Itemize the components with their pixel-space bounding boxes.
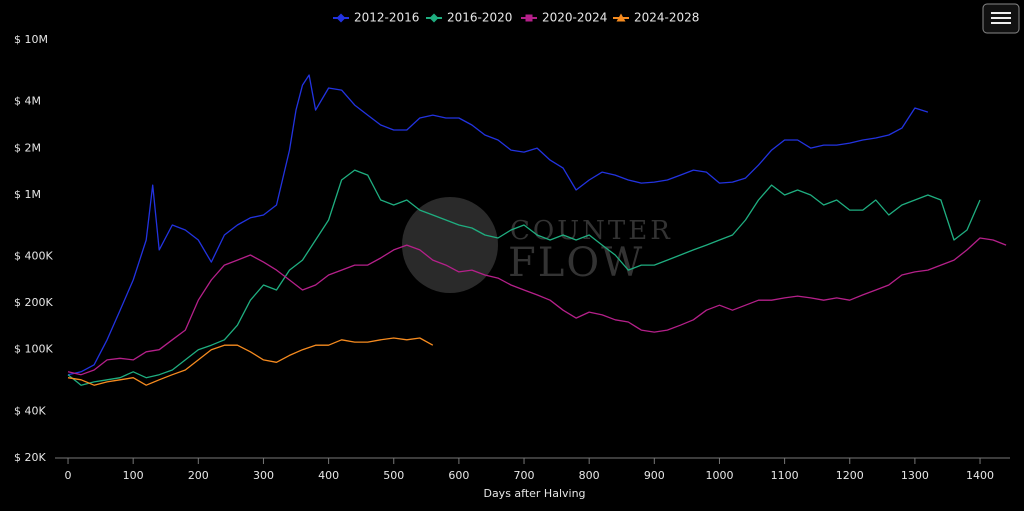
x-axis-title: Days after Halving: [483, 487, 585, 500]
y-tick-label: $ 400K: [14, 250, 53, 263]
legend-item[interactable]: 2012-2016: [333, 11, 419, 25]
y-tick-label: $ 2M: [14, 141, 41, 154]
legend-item[interactable]: 2024-2028: [613, 11, 699, 25]
x-tick-label: 1200: [836, 469, 864, 482]
watermark-text: FLOW: [508, 240, 644, 286]
legend-label: 2016-2020: [447, 11, 512, 25]
x-tick-label: 1100: [771, 469, 799, 482]
legend-symbol: [429, 13, 439, 23]
y-tick-label: $ 40K: [14, 404, 46, 417]
series-line: [67, 337, 434, 386]
x-tick-label: 0: [65, 469, 72, 482]
legend-item[interactable]: 2016-2020: [426, 11, 512, 25]
watermark-logo: [402, 197, 498, 293]
menu-bar: [991, 22, 1011, 24]
legend-label: 2024-2028: [634, 11, 699, 25]
y-tick-label: $ 100K: [14, 343, 53, 356]
x-tick-label: 300: [253, 469, 274, 482]
x-tick-label: 200: [188, 469, 209, 482]
legend-symbol: [336, 13, 346, 23]
x-tick-label: 700: [514, 469, 535, 482]
x-tick-label: 900: [644, 469, 665, 482]
y-tick-label: $ 200K: [14, 296, 53, 309]
x-tick-label: 1000: [705, 469, 733, 482]
y-tick-label: $ 10M: [14, 33, 48, 46]
y-tick-label: $ 4M: [14, 95, 41, 108]
menu-bar: [991, 12, 1011, 14]
x-tick-label: 800: [579, 469, 600, 482]
series-line: [67, 74, 929, 376]
legend-label: 2012-2016: [354, 11, 419, 25]
y-tick-label: $ 20K: [14, 451, 46, 464]
x-tick-label: 1300: [901, 469, 929, 482]
legend-symbol: [525, 14, 533, 22]
x-tick-label: 500: [383, 469, 404, 482]
legend-symbol: [616, 13, 626, 22]
y-tick-label: $ 1M: [14, 188, 41, 201]
legend-label: 2020-2024: [542, 11, 607, 25]
x-tick-label: 400: [318, 469, 339, 482]
menu-bar: [991, 17, 1011, 19]
x-tick-label: 600: [448, 469, 469, 482]
watermark-text: COUNTER: [510, 216, 673, 246]
menu-button[interactable]: [982, 3, 1020, 34]
series-line: [67, 237, 1007, 376]
series-line: [67, 169, 981, 386]
x-tick-label: 1400: [966, 469, 994, 482]
x-tick-label: 100: [123, 469, 144, 482]
legend-item[interactable]: 2020-2024: [521, 11, 607, 25]
